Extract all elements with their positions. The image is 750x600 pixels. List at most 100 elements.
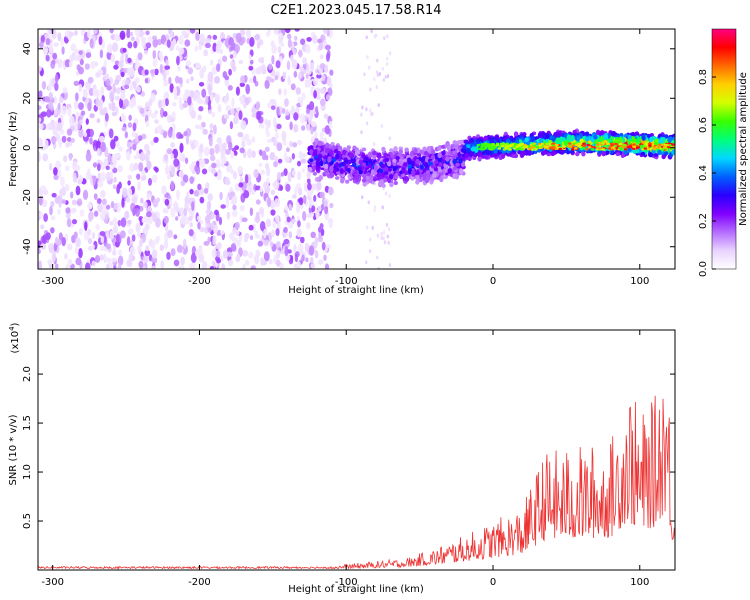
heatmap-cell — [220, 230, 225, 235]
heatmap-cell — [42, 45, 49, 55]
heatmap-cell — [92, 175, 96, 186]
heatmap-cell — [288, 203, 292, 210]
heatmap-cell — [317, 206, 322, 212]
heatmap-cell — [124, 210, 130, 220]
heatmap-cell — [298, 49, 303, 58]
heatmap-cell — [169, 83, 174, 93]
heatmap-cell — [189, 188, 194, 195]
heatmap-cell — [172, 86, 178, 97]
heatmap-cell — [105, 165, 110, 171]
heatmap-cell — [276, 249, 281, 259]
heatmap-cell — [373, 77, 376, 82]
heatmap-cell — [234, 111, 239, 118]
heatmap-cell — [45, 38, 51, 46]
heatmap-cell — [378, 71, 381, 76]
heatmap-cell — [402, 162, 408, 167]
heatmap-cell — [247, 186, 252, 193]
heatmap-cell — [385, 61, 389, 66]
heatmap-cell — [104, 112, 109, 122]
colorbar-gradient — [711, 28, 737, 270]
heatmap-cell — [114, 33, 119, 42]
heatmap-cell — [277, 220, 281, 230]
heatmap-cell — [179, 142, 184, 153]
heatmap-cell — [493, 149, 498, 154]
heatmap-cell — [93, 210, 99, 217]
heatmap-cell — [189, 176, 195, 184]
heatmap-cell — [152, 249, 158, 259]
heatmap-cell — [375, 85, 378, 90]
heatmap-cell — [373, 204, 377, 209]
heatmap-cell — [310, 126, 314, 135]
heatmap-cell — [214, 93, 220, 102]
heatmap-cell — [372, 177, 378, 182]
heatmap-cell — [249, 235, 254, 241]
heatmap-cell — [91, 232, 96, 239]
heatmap-cell — [199, 226, 205, 233]
heatmap-cell — [109, 171, 114, 179]
heatmap-cell — [227, 84, 233, 91]
heatmap-cell — [94, 255, 101, 263]
heatmap-cell — [323, 200, 328, 207]
heatmap-cell — [166, 148, 173, 155]
heatmap-cell — [477, 156, 482, 162]
heatmap-cell — [249, 36, 255, 47]
heatmap-cell — [161, 185, 167, 196]
heatmap-cell — [254, 230, 259, 239]
heatmap-cell — [293, 123, 299, 133]
heatmap-cell — [537, 132, 543, 138]
heatmap-cell — [360, 130, 363, 135]
heatmap-cell — [118, 181, 122, 189]
heatmap-cell — [437, 152, 442, 159]
heatmap-cell — [90, 60, 96, 70]
heatmap-cell — [324, 147, 330, 154]
heatmap-cell — [635, 146, 640, 150]
heatmap-cell — [64, 184, 70, 192]
heatmap-cell — [298, 203, 304, 210]
heatmap-cell — [127, 41, 133, 49]
heatmap-cell — [216, 172, 222, 181]
heatmap-cell — [432, 173, 437, 178]
heatmap-cell — [377, 103, 380, 108]
heatmap-cell — [217, 104, 222, 113]
colorbar-tick-label: 0.8 — [698, 69, 709, 85]
spectrogram-x-tick-label: -300 — [41, 276, 64, 287]
heatmap-cell — [57, 32, 62, 42]
heatmap-cell — [295, 87, 301, 95]
heatmap-cell — [666, 146, 671, 149]
heatmap-cell — [230, 150, 235, 159]
heatmap-cell — [137, 135, 143, 141]
heatmap-cell — [198, 43, 203, 51]
heatmap-cell — [160, 260, 165, 269]
heatmap-cell — [38, 196, 43, 206]
snr-y-tick-label: 2.0 — [22, 366, 33, 382]
heatmap-cell — [68, 31, 74, 37]
heatmap-cell — [285, 115, 291, 120]
heatmap-cell — [309, 212, 315, 218]
heatmap-cell — [118, 97, 124, 109]
heatmap-cell — [282, 71, 287, 80]
heatmap-cell — [648, 152, 653, 158]
heatmap-cell — [426, 145, 431, 153]
heatmap-cell — [226, 211, 231, 220]
heatmap-cell — [269, 98, 276, 104]
heatmap-cell — [176, 55, 180, 66]
heatmap-cell — [75, 257, 82, 266]
heatmap-cell — [190, 142, 195, 150]
heatmap-cell — [572, 129, 577, 135]
heatmap-cell — [561, 137, 566, 142]
heatmap-cell — [610, 143, 614, 147]
heatmap-cell — [462, 145, 467, 150]
heatmap-cell — [497, 147, 502, 150]
heatmap-cell — [225, 114, 230, 120]
heatmap-cell — [135, 223, 141, 233]
heatmap-cell — [51, 59, 56, 65]
heatmap-cell — [74, 246, 79, 255]
heatmap-cell — [409, 150, 415, 157]
heatmap-cell — [663, 145, 667, 148]
heatmap-cell — [331, 158, 337, 162]
heatmap-cell — [528, 147, 532, 150]
heatmap-cell — [487, 146, 492, 149]
heatmap-cell — [272, 139, 279, 147]
heatmap-cell — [648, 144, 652, 147]
heatmap-cell — [106, 43, 113, 54]
